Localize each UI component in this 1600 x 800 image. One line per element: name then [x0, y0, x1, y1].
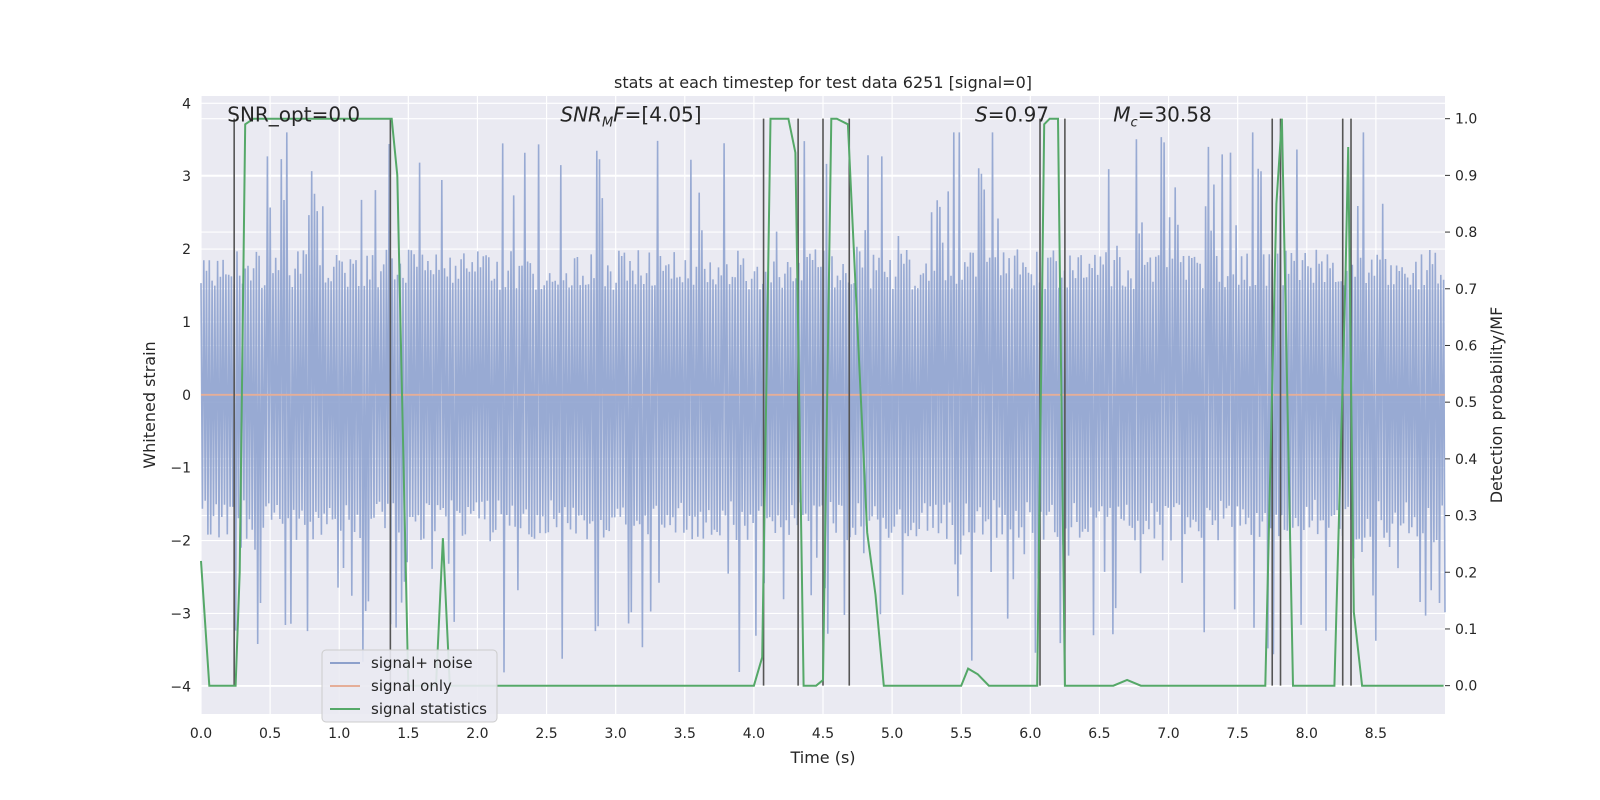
annotation-snr-mf: SNRMF=[4.05]: [560, 103, 701, 131]
x-tick-label: 4.0: [743, 726, 765, 742]
x-axis-label: Time (s): [789, 748, 855, 767]
legend-label-signal-plus-noise: signal+ noise: [371, 654, 473, 672]
y-left-tick-label: −4: [170, 679, 191, 695]
y-right-tick-label: 0.2: [1455, 565, 1477, 581]
y-left-tick-label: 1: [182, 315, 191, 331]
y-right-tick-label: 0.0: [1455, 679, 1477, 695]
x-tick-label: 3.0: [605, 726, 627, 742]
y-right-tick-label: 0.4: [1455, 452, 1477, 468]
y-axis-label-right: Detection probability/MF: [1487, 307, 1506, 504]
legend-label-signal-only: signal only: [371, 677, 452, 695]
y-right-tick-label: 1.0: [1455, 112, 1477, 128]
y-left-tick-label: −2: [170, 534, 191, 550]
x-tick-label: 3.5: [674, 726, 696, 742]
y-right-tick-label: 0.1: [1455, 622, 1477, 638]
legend-box: [321, 649, 498, 723]
y-right-tick-label: 0.3: [1455, 509, 1477, 525]
x-tick-label: 5.5: [950, 726, 972, 742]
x-tick-label: 7.5: [1227, 726, 1249, 742]
annotation-s: S=0.97: [975, 103, 1049, 127]
x-tick-label: 0.5: [259, 726, 281, 742]
y-right-tick-label: 0.6: [1455, 338, 1477, 354]
chart-title: stats at each timestep for test data 625…: [614, 73, 1032, 92]
x-tick-label: 6.5: [1088, 726, 1110, 742]
y-left-tick-label: −3: [170, 606, 191, 622]
x-tick-label: 2.0: [466, 726, 488, 742]
x-tick-label: 2.5: [535, 726, 557, 742]
y-left-tick-label: 2: [182, 242, 191, 258]
legend-label-signal-statistics: signal statistics: [371, 700, 487, 718]
y-left-tick-label: 4: [182, 96, 191, 112]
x-tick-label: 1.5: [397, 726, 419, 742]
x-tick-label: 4.5: [812, 726, 834, 742]
y-right-tick-label: 0.5: [1455, 395, 1477, 411]
y-right-tick-label: 0.7: [1455, 282, 1477, 298]
y-left-tick-label: 0: [182, 388, 191, 404]
y-axis-label-left: Whitened strain: [140, 341, 159, 468]
y-right-tick-label: 0.9: [1455, 168, 1477, 184]
y-left-tick-label: −1: [170, 461, 191, 477]
x-tick-label: 0.0: [190, 726, 212, 742]
y-right-tick-label: 0.8: [1455, 225, 1477, 241]
axis-ticks: 0.0 0.5 1.0 1.5 2.0 2.5 3.0 3.5 4.0 4.5 5.0 5.5 6.0 6…: [170, 96, 1477, 742]
annotation-snr-opt: SNR_opt=0.0: [227, 103, 360, 127]
x-tick-label: 6.0: [1019, 726, 1041, 742]
y-left-tick-label: 3: [182, 169, 191, 185]
annotations: SNR_opt=0.0 SNRMF=[4.05] S=0.97 Mc=30.58: [227, 103, 1211, 131]
x-tick-label: 7.0: [1157, 726, 1179, 742]
x-tick-label: 8.0: [1296, 726, 1318, 742]
legend: signal+ noise signal only signal statist…: [321, 649, 498, 723]
x-tick-label: 1.0: [328, 726, 350, 742]
x-tick-label: 5.0: [881, 726, 903, 742]
x-tick-label: 8.5: [1365, 726, 1387, 742]
annotation-mc: Mc=30.58: [1113, 103, 1211, 131]
